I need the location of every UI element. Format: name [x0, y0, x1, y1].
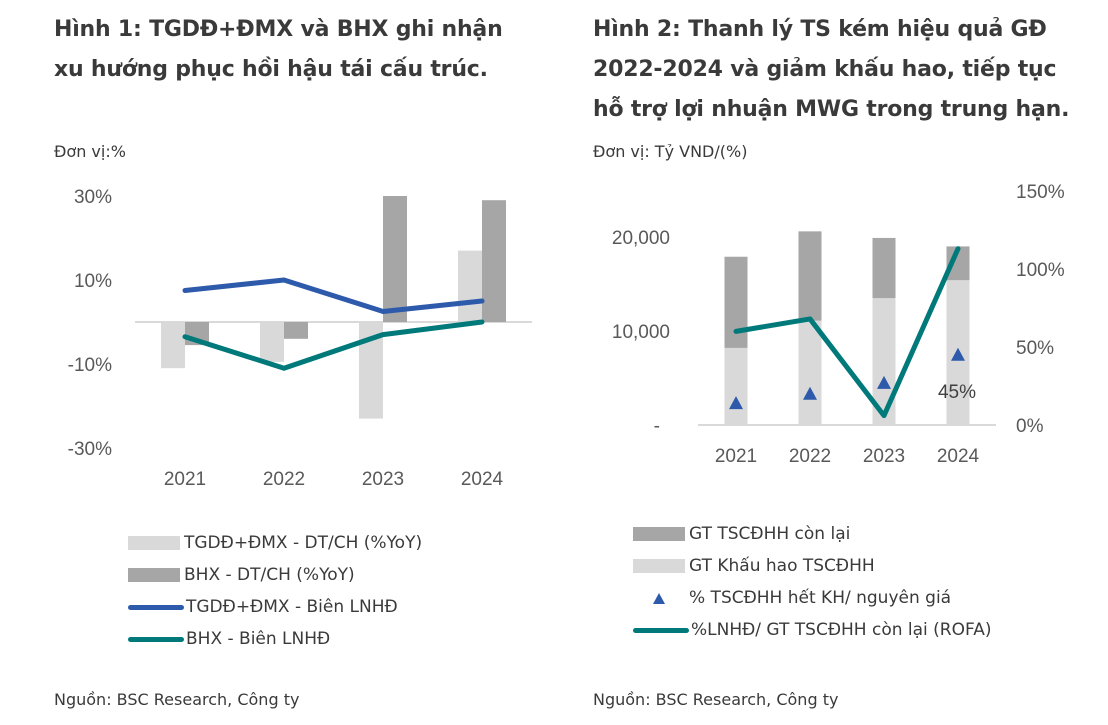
- bar-tgdd-dmx-growth: [161, 322, 185, 369]
- figure2-title-line3: hỗ trợ lợi nhuận MWG trong trung hạn.: [593, 97, 1070, 122]
- y-left-tick-label: -: [654, 416, 660, 437]
- legend-swatch-light-bar: [633, 559, 685, 573]
- figure2-unit-label: Đơn vị: Tỷ VND/(%): [593, 142, 748, 161]
- figure1-title-line1: Hình 1: TGDĐ+ĐMX và BHX ghi nhận: [54, 17, 503, 42]
- bar-bhx-growth: [383, 196, 407, 322]
- y-left-tick-label: 10,000: [612, 322, 670, 343]
- bar-bhx-growth: [284, 322, 308, 339]
- line-bhx-margin: [182, 319, 485, 371]
- y-tick-label: 30%: [74, 187, 112, 208]
- triangle-marker-icon: [653, 592, 665, 604]
- bar-bhx-growth: [482, 200, 506, 322]
- legend-item: %LNHĐ/ GT TSCĐHH còn lại (ROFA): [633, 614, 991, 646]
- legend-item: TGDĐ+ĐMX - Biên LNHĐ: [128, 591, 422, 623]
- figure1-title-line2: xu hướng phục hồi hậu tái cấu trúc.: [54, 57, 488, 82]
- legend-label: TGDĐ+ĐMX - Biên LNHĐ: [186, 597, 398, 617]
- x-tick-label: 2023: [362, 469, 404, 490]
- bar-depreciation: [798, 320, 822, 425]
- bar-depreciation: [724, 347, 748, 425]
- figure1-title: Hình 1: TGDĐ+ĐMX và BHX ghi nhận xu hướn…: [54, 10, 503, 90]
- y-right-tick-label: 0%: [1016, 416, 1044, 437]
- x-tick-label: 2023: [863, 446, 905, 467]
- x-tick-label: 2021: [715, 446, 757, 467]
- legend-label: GT TSCĐHH còn lại: [689, 524, 851, 544]
- x-tick-label: 2022: [789, 446, 831, 467]
- legend-label: % TSCĐHH hết KH/ nguyên giá: [689, 588, 952, 608]
- y-right-tick-label: 150%: [1016, 182, 1065, 203]
- chart1-legend: TGDĐ+ĐMX - DT/CH (%YoY) BHX - DT/CH (%Yo…: [128, 527, 422, 655]
- line-tgdd-dmx-margin: [182, 277, 485, 314]
- bar-depreciation: [872, 298, 896, 425]
- legend-label: TGDĐ+ĐMX - DT/CH (%YoY): [184, 533, 423, 553]
- x-tick-label: 2024: [461, 469, 504, 490]
- figure2-title-line2: 2022-2024 và giảm khấu hao, tiếp tục: [593, 57, 1057, 82]
- x-tick-label: 2022: [263, 469, 305, 490]
- triangle-marker: [877, 375, 891, 389]
- legend-swatch-teal-line: [633, 627, 689, 633]
- figure1-unit-label: Đơn vị:%: [54, 142, 126, 161]
- y-tick-label: -30%: [68, 439, 112, 460]
- figure2-source: Nguồn: BSC Research, Công ty: [593, 690, 839, 709]
- x-tick-label: 2021: [164, 469, 206, 490]
- legend-item: GT TSCĐHH còn lại: [633, 518, 991, 550]
- legend-item: BHX - DT/CH (%YoY): [128, 559, 422, 591]
- figure1-source: Nguồn: BSC Research, Công ty: [54, 690, 300, 709]
- legend-item: % TSCĐHH hết KH/ nguyên giá: [633, 582, 991, 614]
- legend-item: GT Khấu hao TSCĐHH: [633, 550, 991, 582]
- legend-swatch-dark-bar: [633, 527, 685, 541]
- figure2-title-line1: Hình 2: Thanh lý TS kém hiệu quả GĐ: [593, 17, 1047, 42]
- y-right-tick-label: 100%: [1016, 260, 1065, 281]
- triangle-marker: [729, 396, 743, 410]
- legend-swatch-triangle: [633, 592, 685, 604]
- figure2-title: Hình 2: Thanh lý TS kém hiệu quả GĐ 2022…: [593, 10, 1069, 130]
- bar-remaining-value: [798, 231, 822, 321]
- legend-item: BHX - Biên LNHĐ: [128, 623, 422, 655]
- bar-tgdd-dmx-growth: [260, 322, 284, 362]
- legend-swatch-blue-line: [128, 604, 184, 610]
- legend-label: %LNHĐ/ GT TSCĐHH còn lại (ROFA): [691, 620, 992, 640]
- y-right-tick-label: 50%: [1016, 338, 1054, 359]
- triangle-marker: [803, 386, 817, 400]
- bar-remaining-value: [724, 256, 748, 348]
- bar-remaining-value: [872, 237, 896, 299]
- data-label-2024: 45%: [938, 382, 976, 403]
- legend-label: BHX - DT/CH (%YoY): [184, 565, 355, 585]
- x-tick-label: 2024: [937, 446, 980, 467]
- legend-label: BHX - Biên LNHĐ: [186, 629, 331, 649]
- legend-swatch-teal-line: [128, 636, 184, 642]
- line-rofa: [733, 246, 961, 419]
- legend-item: TGDĐ+ĐMX - DT/CH (%YoY): [128, 527, 422, 559]
- y-tick-label: 10%: [74, 271, 112, 292]
- y-tick-label: -10%: [68, 355, 112, 376]
- legend-swatch-light-bar: [128, 536, 180, 550]
- legend-swatch-dark-bar: [128, 568, 180, 582]
- legend-label: GT Khấu hao TSCĐHH: [689, 556, 875, 576]
- y-left-tick-label: 20,000: [612, 228, 670, 249]
- chart2-legend: GT TSCĐHH còn lại GT Khấu hao TSCĐHH % T…: [633, 518, 991, 646]
- bar-remaining-value: [946, 246, 970, 281]
- bar-tgdd-dmx-growth: [458, 250, 482, 322]
- triangle-marker: [951, 347, 965, 361]
